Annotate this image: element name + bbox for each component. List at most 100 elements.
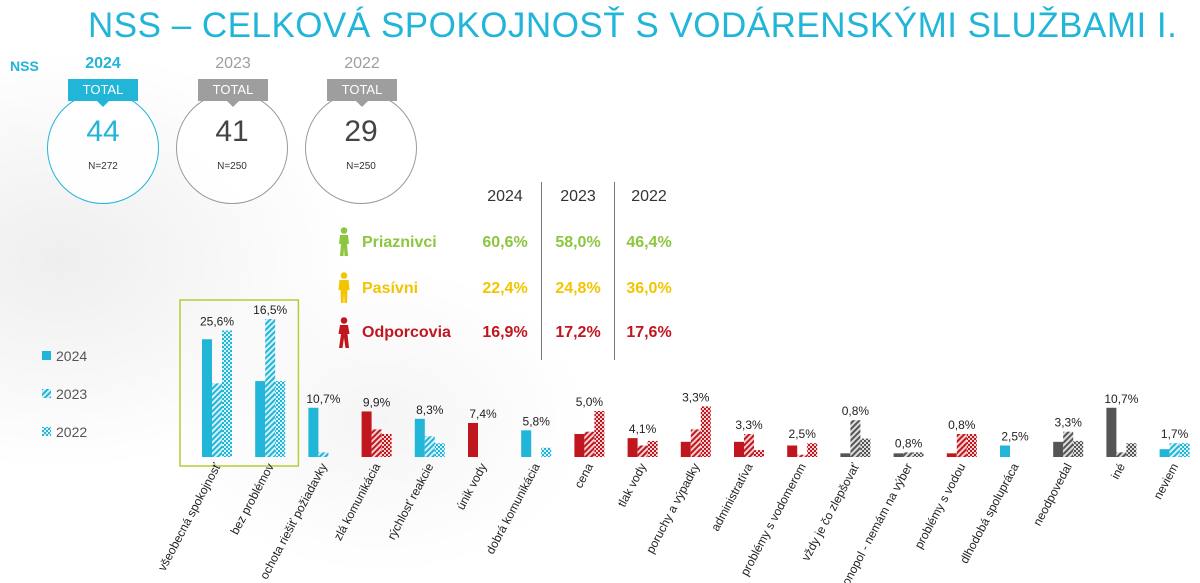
category-label: neodpovedal xyxy=(1030,461,1075,528)
category-label: cena xyxy=(571,461,596,491)
bar-2022 xyxy=(434,443,445,457)
category-label: administratíva xyxy=(708,461,756,534)
bar-2023 xyxy=(744,434,754,457)
page-title: NSS – CELKOVÁ SPOKOJNOSŤ S VODÁRENSKÝMI … xyxy=(88,6,1178,45)
data-label-2024: 0,8% xyxy=(948,418,976,432)
bar-2024 xyxy=(255,381,266,457)
data-label-2024: 2,5% xyxy=(789,427,817,441)
bar-2024 xyxy=(734,441,744,457)
bar-2022 xyxy=(1179,443,1190,457)
segment-value: 17,6% xyxy=(626,324,672,341)
nss-card-circle: 44 N=272 xyxy=(47,92,159,204)
category-label: vždy je čo zlepšovať xyxy=(799,460,863,563)
data-label-2024: 7,4% xyxy=(469,407,497,421)
segment-value: 24,8% xyxy=(555,280,601,297)
bar-2024 xyxy=(308,407,319,457)
data-label-2024: 3,3% xyxy=(735,418,763,432)
bar-2022 xyxy=(222,330,232,457)
data-label-2024: 3,3% xyxy=(682,390,710,404)
bar-2024 xyxy=(1053,441,1064,457)
nss-card-total-label: TOTAL xyxy=(327,79,397,107)
data-label-2024: 5,0% xyxy=(576,395,604,409)
bar-2022 xyxy=(966,434,977,457)
nss-card-circle: 29 N=250 xyxy=(305,92,417,204)
category-label: poruchy a výpadky xyxy=(643,461,702,556)
category-label: iné xyxy=(1108,461,1128,482)
category-label: všeobecná spokojnosť xyxy=(155,460,224,573)
segment-value: 58,0% xyxy=(555,234,601,251)
bar-2023 xyxy=(1116,452,1127,457)
bar-2023 xyxy=(956,434,967,457)
table-divider xyxy=(614,182,615,360)
bar-2022 xyxy=(541,447,552,457)
category-label: dobrá komunikácia xyxy=(483,461,543,557)
bar-2022 xyxy=(647,440,658,457)
segment-value: 17,2% xyxy=(555,324,601,341)
bar-2024 xyxy=(840,453,851,457)
data-label-2024: 3,3% xyxy=(1055,416,1083,430)
bar-2023 xyxy=(371,429,382,457)
category-label: tlak vody xyxy=(615,461,650,509)
table-divider xyxy=(541,182,542,360)
bar-2024 xyxy=(202,339,212,457)
category-label: neviem xyxy=(1151,461,1182,502)
chart-legend: 2024 2023 2022 xyxy=(42,348,87,440)
segment-label-pasivni: Pasívni xyxy=(362,280,419,297)
category-label: zlá komunikácia xyxy=(331,461,384,543)
bar-2023 xyxy=(212,383,222,457)
nss-card-year: 2022 xyxy=(344,55,380,72)
bar-2024 xyxy=(1159,449,1170,457)
bar-2024 xyxy=(521,430,532,457)
data-label-2024: 10,7% xyxy=(1104,392,1138,406)
bar-2022 xyxy=(807,443,818,457)
bar-2023 xyxy=(1169,443,1180,457)
data-label-2024: 10,7% xyxy=(306,392,340,406)
bar-2022 xyxy=(913,452,924,457)
segments-table-header-year: 2023 xyxy=(560,188,596,205)
walking-person-icon xyxy=(339,227,349,256)
bars-group: 25,6% všeobecná spokojnosť 16,5% bez problé… xyxy=(155,303,1190,583)
bar-2024 xyxy=(1000,445,1010,457)
category-label: bez problémov xyxy=(228,461,277,537)
bar-2022 xyxy=(381,434,392,457)
bar-2024 xyxy=(414,418,425,457)
bar-2024 xyxy=(468,422,478,457)
bar-2022 xyxy=(860,438,871,457)
data-label-2024: 25,6% xyxy=(200,315,234,329)
bar-2023 xyxy=(265,319,276,457)
data-label-2024: 0,8% xyxy=(842,404,870,418)
data-label-2024: 9,9% xyxy=(363,395,391,409)
segment-label-priaznivci: Priaznivci xyxy=(362,234,437,251)
category-label: únik vody xyxy=(453,461,489,512)
walking-person-icon xyxy=(338,317,350,348)
segments-table-header-year: 2022 xyxy=(631,188,667,205)
nss-card-circle: 41 N=250 xyxy=(176,92,288,204)
bar-2022 xyxy=(275,381,286,457)
nss-card-value: 29 xyxy=(344,115,378,148)
segment-value: 36,0% xyxy=(626,280,672,297)
bar-2024 xyxy=(361,411,372,457)
standing-person-icon xyxy=(338,272,350,303)
data-label-2024: 4,1% xyxy=(629,422,657,436)
bar-2023 xyxy=(797,454,808,457)
legend-label: 2024 xyxy=(56,348,87,364)
data-label-2024: 5,8% xyxy=(523,414,551,428)
nss-card-sample-size: N=250 xyxy=(346,161,376,172)
bar-2023 xyxy=(1063,431,1074,457)
category-label: problémy s vodou xyxy=(912,461,969,551)
data-label-2024: 8,3% xyxy=(416,403,444,417)
nss-card-sample-size: N=272 xyxy=(88,161,118,172)
bar-2024 xyxy=(627,438,638,457)
bar-2023 xyxy=(318,452,329,457)
nss-card-value: 41 xyxy=(215,115,249,148)
bar-2024 xyxy=(893,453,904,457)
nss-card-total-label: TOTAL xyxy=(198,79,268,107)
data-label-2024: 1,7% xyxy=(1161,427,1189,441)
nss-card-year: 2023 xyxy=(215,55,251,72)
bar-2024 xyxy=(1106,407,1117,457)
segment-value: 22,4% xyxy=(482,280,528,297)
bar-2023 xyxy=(850,420,861,457)
nss-card-value: 44 xyxy=(86,115,120,148)
segment-value: 60,6% xyxy=(482,234,528,251)
